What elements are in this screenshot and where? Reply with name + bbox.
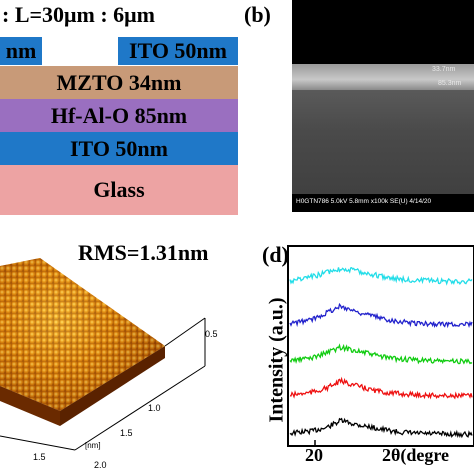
afm-side-front [0,386,60,426]
ito-bottom-layer: ITO 50nm [0,132,238,165]
panel-a: : L=30μm : 6μm nm ITO 50nm MZTO 34nm Hf-… [0,0,238,218]
afm-tick-right-2: 1.5 [120,428,133,438]
xrd-series-line-3 [289,302,473,329]
afm-tick-right-1: 1.0 [148,403,161,413]
glass-substrate: Glass [0,165,238,215]
xrd-series-line-2 [289,343,473,365]
x-tick-label-20: 20 [305,445,323,465]
sem-scale-bottom: 85.3nm [438,80,462,87]
afm-tick-front-1: 2.0 [94,460,107,470]
xlabel: 2θ(degre [382,445,449,466]
afm-axis-right [164,317,206,347]
sem-footer: H0GTN786 5.0kV 5.8mm x100k SE(U) 4/14/20 [296,198,432,205]
afm-tick-front-0: 1.5 [33,452,46,462]
ito-top-right-label: ITO 50nm [128,38,227,63]
panel-c: RMS=1.31nm 0.5 1.0 1.5 1.5 [0,236,260,474]
xrd-series-line-0 [289,417,473,439]
rms-label: RMS=1.31nm [78,240,209,265]
xrd-chart: 20 2θ(degre [287,245,474,466]
panel-a-title: : L=30μm : 6μm [2,2,155,27]
sem-top-layer [292,64,474,90]
ito-bottom-label: ITO 50nm [69,135,168,161]
ito-top-left-electrode: nm [0,37,42,65]
afm-surface-shade [0,258,165,411]
afm-side-right [60,346,165,426]
panel-d: (d) Intensity (a.u.) 20 2θ(degre [258,236,474,474]
mzto-layer: MZTO 34nm [0,66,238,99]
hfalo-layer: Hf-Al-O 85nm [0,99,238,132]
afm-tick-right-0: 0.5 [205,329,218,339]
afm-axis-depth [74,365,206,451]
ito-top-right-electrode: ITO 50nm [118,37,238,65]
afm-axis-front [0,435,76,451]
plot-frame [287,245,474,447]
ito-top-left-label: nm [5,38,37,63]
panel-b: (b) 33.7nm 85.3nm H0GTN786 5.0kV 5.8mm x… [240,0,474,218]
sem-substrate [292,90,474,194]
xrd-series-line-1 [289,376,473,400]
sem-image: 33.7nm 85.3nm H0GTN786 5.0kV 5.8mm x100k… [292,0,474,212]
sem-scale-top: 33.7nm [432,66,456,73]
panel-d-label: (d) [262,242,289,267]
mzto-label: MZTO 34nm [56,69,182,95]
hfalo-label: Hf-Al-O 85nm [50,102,188,128]
xrd-series-line-4 [289,266,473,286]
afm-axis-unit: [nm] [85,441,101,450]
afm-surface-plot: 0.5 1.0 1.5 1.5 2.0 [nm] [0,258,218,470]
panel-b-label: (b) [244,2,271,27]
glass-label: Glass [93,177,145,202]
